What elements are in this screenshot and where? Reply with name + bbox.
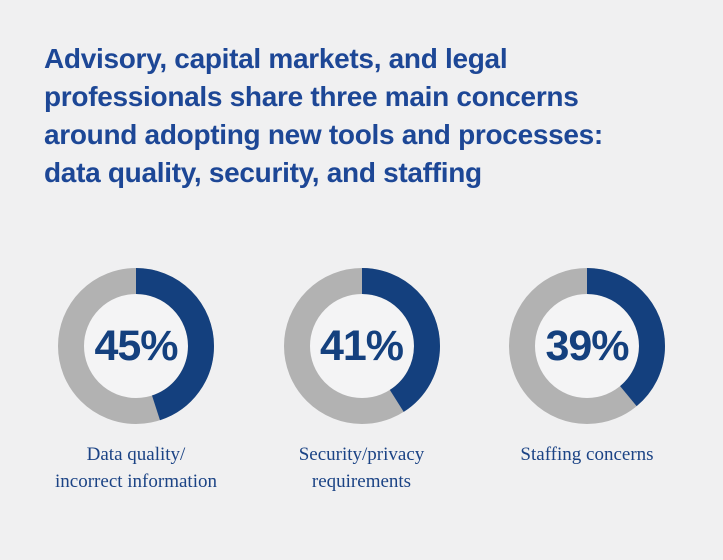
title-line: Advisory, capital markets, and legal [44, 43, 508, 74]
donut-label-line: incorrect information [55, 471, 217, 492]
donut-ring: 45% [58, 268, 214, 424]
donut-label-line: Data quality/ [86, 444, 186, 465]
donut-label-line: Staffing concerns [520, 444, 654, 465]
donut-value: 45% [94, 321, 178, 370]
donut-chart: 39% Staffing concerns [477, 268, 697, 495]
donut-arc-value [58, 268, 214, 424]
donut-ring: 39% [509, 268, 665, 424]
donut-label: Data quality/incorrect information [55, 441, 217, 495]
donut-hole [71, 281, 201, 411]
donut-value: 39% [545, 321, 629, 370]
donut-hole [522, 281, 652, 411]
donut-ring: 41% [283, 268, 440, 424]
donut-value: 41% [319, 321, 404, 370]
chart-title: Advisory, capital markets, and legal pro… [44, 40, 603, 192]
title-line: professionals share three main concerns [44, 81, 579, 112]
donut-label: Staffing concerns [520, 441, 653, 468]
donut-chart: 41% Security/privacy requirements [252, 268, 472, 495]
donut-chart: 45% Data quality/incorrect information [26, 268, 246, 495]
donut-arc-value [509, 268, 665, 424]
title-line: around adopting new tools and processes: [44, 119, 603, 150]
donut-label: Security/privacy requirements [299, 441, 425, 495]
donut-hole [296, 281, 427, 411]
donut-label-line: requirements [311, 471, 412, 492]
donut-arc-value [283, 268, 440, 424]
title-line: data quality, security, and staffing [44, 157, 482, 188]
donut-label-line: Security/privacy [298, 444, 425, 465]
donut-charts-row: 45% Data quality/incorrect information 41%… [0, 268, 723, 495]
